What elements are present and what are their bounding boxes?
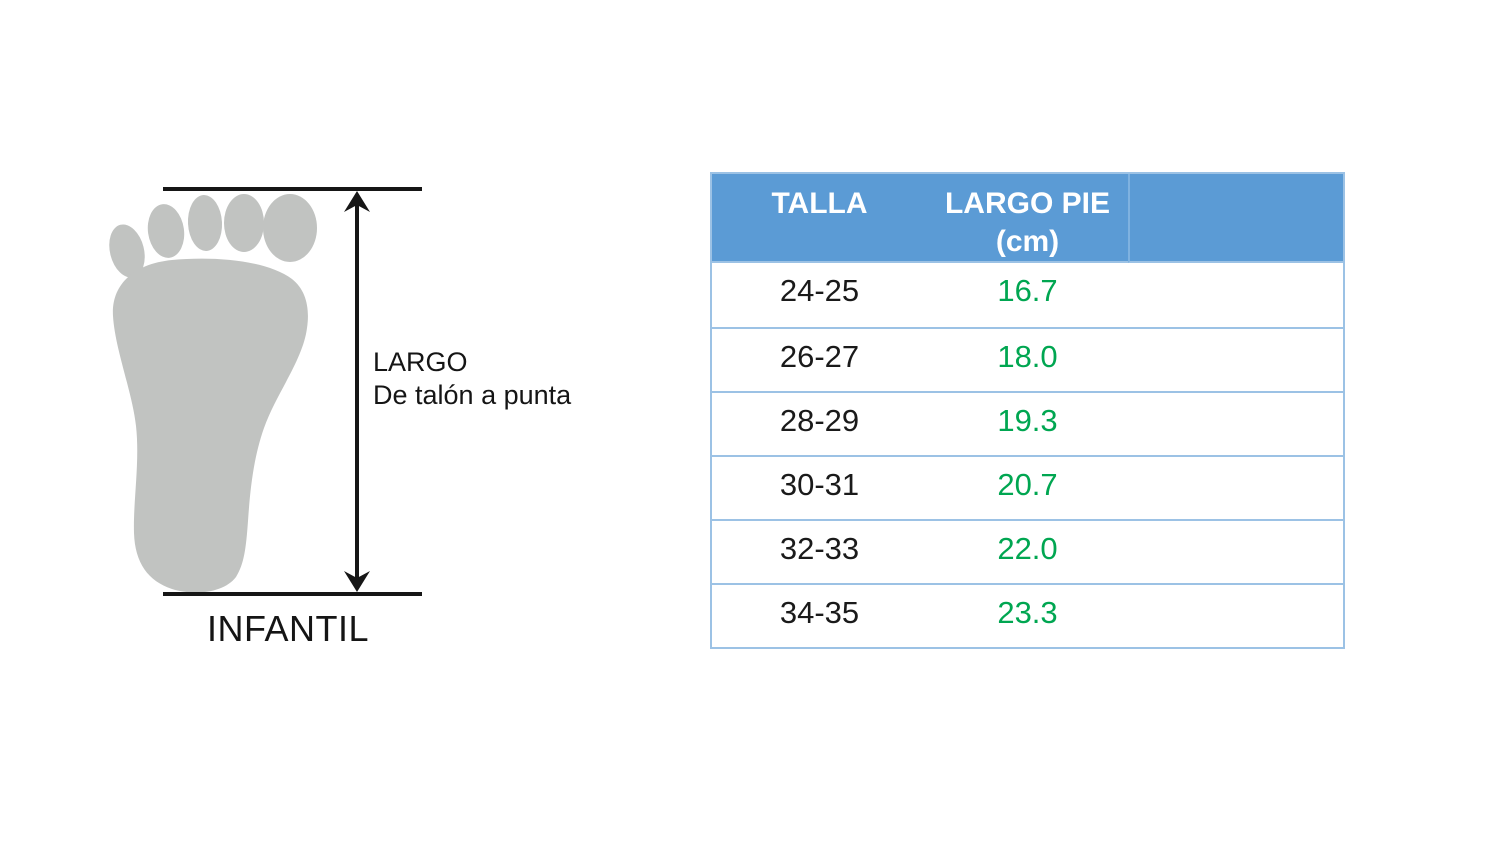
talla-cell: 34-35 — [712, 583, 927, 647]
header-talla: TALLA — [712, 174, 927, 263]
header-largo-pie-line1: LARGO PIE — [944, 187, 1110, 220]
table-header-row: TALLA LARGO PIE (cm) — [712, 174, 1343, 263]
diagram-caption: INFANTIL — [207, 608, 370, 649]
talla-cell: 28-29 — [712, 391, 927, 455]
largo-cm-cell: 16.7 — [927, 263, 1128, 327]
measure-arrowheads — [344, 191, 370, 592]
table-row: 32-33 22.0 — [712, 519, 1343, 583]
measure-lines — [163, 187, 422, 596]
measure-label: LARGO De talón a punta — [373, 346, 571, 412]
largo-cm-cell: 19.3 — [927, 391, 1128, 455]
talla-cell: 24-25 — [712, 263, 927, 327]
header-largo-pie: LARGO PIE (cm) — [927, 174, 1128, 263]
measure-label-title: LARGO — [373, 347, 468, 377]
header-spacer — [1128, 174, 1343, 263]
size-table: TALLA LARGO PIE (cm) 24-25 16.7 26-27 18… — [710, 172, 1345, 649]
table-row: 34-35 23.3 — [712, 583, 1343, 647]
talla-cell: 26-27 — [712, 327, 927, 391]
empty-cell — [1128, 391, 1343, 455]
empty-cell — [1128, 519, 1343, 583]
table-row: 28-29 19.3 — [712, 391, 1343, 455]
table-row: 30-31 20.7 — [712, 455, 1343, 519]
empty-cell — [1128, 263, 1343, 327]
arrowhead-up-icon — [344, 191, 370, 212]
header-largo-pie-line2: (cm) — [995, 225, 1060, 258]
measure-label-subtitle: De talón a punta — [373, 380, 572, 410]
talla-cell: 32-33 — [712, 519, 927, 583]
largo-cm-cell: 22.0 — [927, 519, 1128, 583]
talla-cell: 30-31 — [712, 455, 927, 519]
arrowhead-down-icon — [344, 571, 370, 592]
empty-cell — [1128, 583, 1343, 647]
foot-illustration — [109, 194, 317, 593]
empty-cell — [1128, 327, 1343, 391]
table-row: 26-27 18.0 — [712, 327, 1343, 391]
largo-cm-cell: 20.7 — [927, 455, 1128, 519]
largo-cm-cell: 18.0 — [927, 327, 1128, 391]
foot-diagram — [109, 187, 422, 596]
largo-cm-cell: 23.3 — [927, 583, 1128, 647]
table-row: 24-25 16.7 — [712, 263, 1343, 327]
empty-cell — [1128, 455, 1343, 519]
